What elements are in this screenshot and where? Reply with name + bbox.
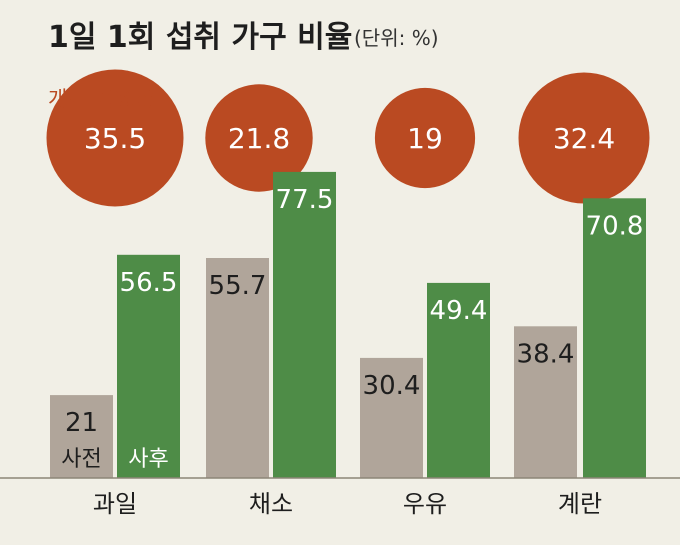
improvement-circle [518, 72, 650, 204]
bar-before [514, 326, 577, 478]
bar-before-value: 55.7 [209, 271, 267, 301]
chart-title: 1일 1회 섭취 가구 비율 [48, 20, 352, 55]
bar-after [427, 282, 490, 478]
bar-after-value: 49.4 [430, 296, 488, 326]
improvement-value: 19 [407, 122, 443, 155]
improvement-circle [205, 84, 313, 192]
improvement-value: 35.5 [84, 122, 146, 155]
improvement-circle [46, 69, 184, 207]
bar-before-value: 30.4 [363, 371, 421, 401]
bar-after-value: 77.5 [276, 185, 334, 215]
category-label: 과일 [93, 490, 137, 518]
legend-before: 사전 [61, 447, 101, 472]
improvement-value: 21.8 [228, 122, 290, 155]
bar-before-value: 21 [65, 408, 98, 438]
improvement-label: 개선율(%p) [48, 87, 156, 111]
bar-before [206, 258, 269, 478]
chart-unit: (단위: %) [354, 26, 439, 50]
bar-before-value: 38.4 [517, 339, 575, 369]
category-label: 우유 [403, 490, 447, 518]
bar-after [583, 198, 646, 479]
bar-after [117, 254, 180, 478]
bar-after-value: 70.8 [586, 211, 644, 241]
category-label: 계란 [558, 490, 602, 518]
legend-after: 사후 [128, 447, 168, 472]
improvement-value: 32.4 [553, 122, 615, 155]
bar-after-value: 56.5 [120, 268, 178, 298]
category-label: 채소 [249, 490, 293, 518]
bar-after [273, 171, 336, 478]
bar-before [50, 395, 113, 479]
bar-before [360, 357, 423, 478]
improvement-circle [374, 87, 476, 189]
